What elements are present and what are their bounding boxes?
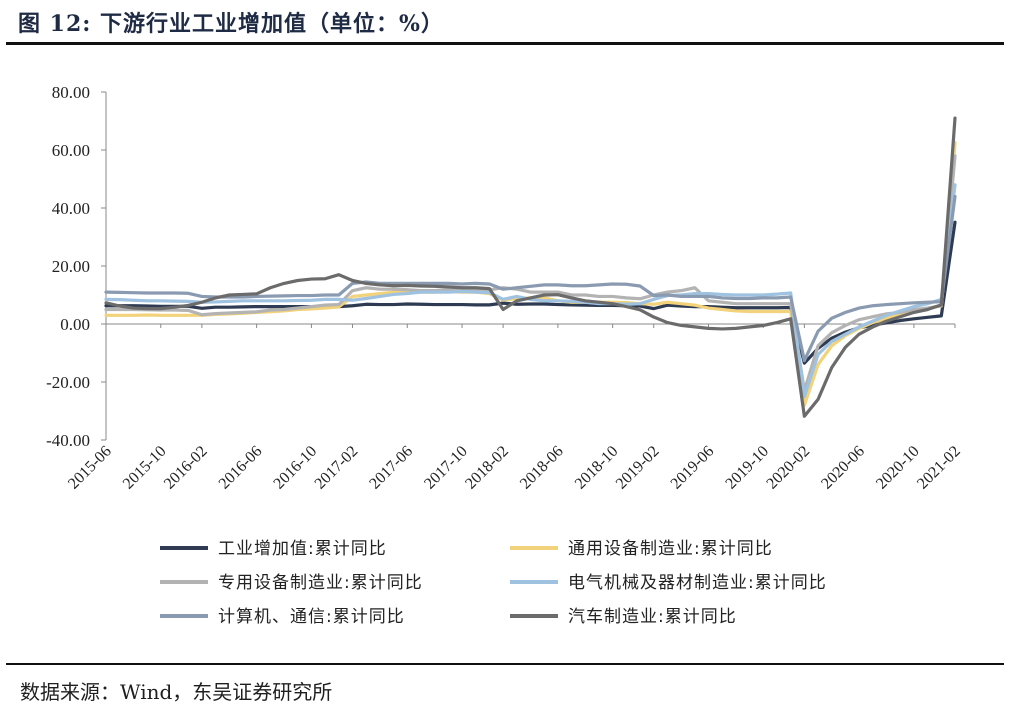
y-tick-label: 20.00: [52, 257, 90, 276]
x-tick-label: 2020-06: [818, 443, 868, 493]
top-rule: [6, 42, 1004, 45]
bottom-rule: [6, 663, 1004, 665]
series-layer: [104, 116, 957, 418]
series-line-6: [104, 116, 957, 418]
x-tick-label: 2015-06: [65, 443, 115, 493]
legend-label: 工业增加值:累计同比: [218, 539, 387, 559]
x-tick-label: 2020-10: [873, 443, 923, 493]
x-tick-label: 2016-10: [271, 443, 321, 493]
x-tick-label: 2021-02: [914, 443, 964, 493]
legend-label: 计算机、通信:累计同比: [218, 607, 405, 627]
y-tick-label: 60.00: [52, 141, 90, 160]
series-line-2: [104, 141, 957, 407]
legend-item-6: 汽车制造业:累计同比: [510, 607, 737, 627]
x-tick-label: 2019-06: [668, 443, 718, 493]
x-tick-label: 2019-02: [613, 443, 663, 493]
series-line-5: [104, 194, 957, 363]
line-chart: 80.0060.0040.0020.000.00-20.00-40.002015…: [46, 83, 964, 627]
data-source-note: 数据来源：Wind，东吴证券研究所: [20, 680, 333, 704]
y-tick-label: 80.00: [52, 83, 90, 102]
x-tick-label: 2017-02: [312, 443, 362, 493]
legend-label: 通用设备制造业:累计同比: [568, 539, 773, 559]
figure-title: 图 12: 下游行业工业增加值（单位：%）: [18, 11, 444, 37]
legend-item-2: 通用设备制造业:累计同比: [510, 539, 773, 559]
y-tick-label: 40.00: [52, 199, 90, 218]
legend-item-4: 电气机械及器材制造业:累计同比: [510, 573, 827, 593]
legend-label: 专用设备制造业:累计同比: [218, 573, 423, 593]
x-tick-label: 2016-06: [216, 443, 266, 493]
x-tick-label: 2017-06: [366, 443, 416, 493]
x-tick-label: 2020-02: [763, 443, 813, 493]
y-tick-label: 0.00: [60, 315, 90, 334]
legend-label: 电气机械及器材制造业:累计同比: [568, 573, 827, 593]
x-tick-label: 2016-02: [161, 443, 211, 493]
legend-label: 汽车制造业:累计同比: [568, 607, 737, 627]
y-tick-label: -40.00: [46, 431, 90, 450]
legend-item-3: 专用设备制造业:累计同比: [160, 573, 423, 593]
x-tick-label: 2015-10: [120, 443, 170, 493]
x-tick-label: 2018-06: [517, 443, 567, 493]
y-tick-label: -20.00: [46, 373, 90, 392]
series-line-1: [104, 220, 957, 365]
x-tick-label: 2018-10: [572, 443, 622, 493]
legend-item-1: 工业增加值:累计同比: [160, 539, 387, 559]
series-line-3: [104, 154, 957, 393]
x-tick-label: 2018-02: [462, 443, 512, 493]
legend-item-5: 计算机、通信:累计同比: [160, 607, 405, 627]
x-tick-label: 2017-10: [421, 443, 471, 493]
x-tick-label: 2019-10: [722, 443, 772, 493]
